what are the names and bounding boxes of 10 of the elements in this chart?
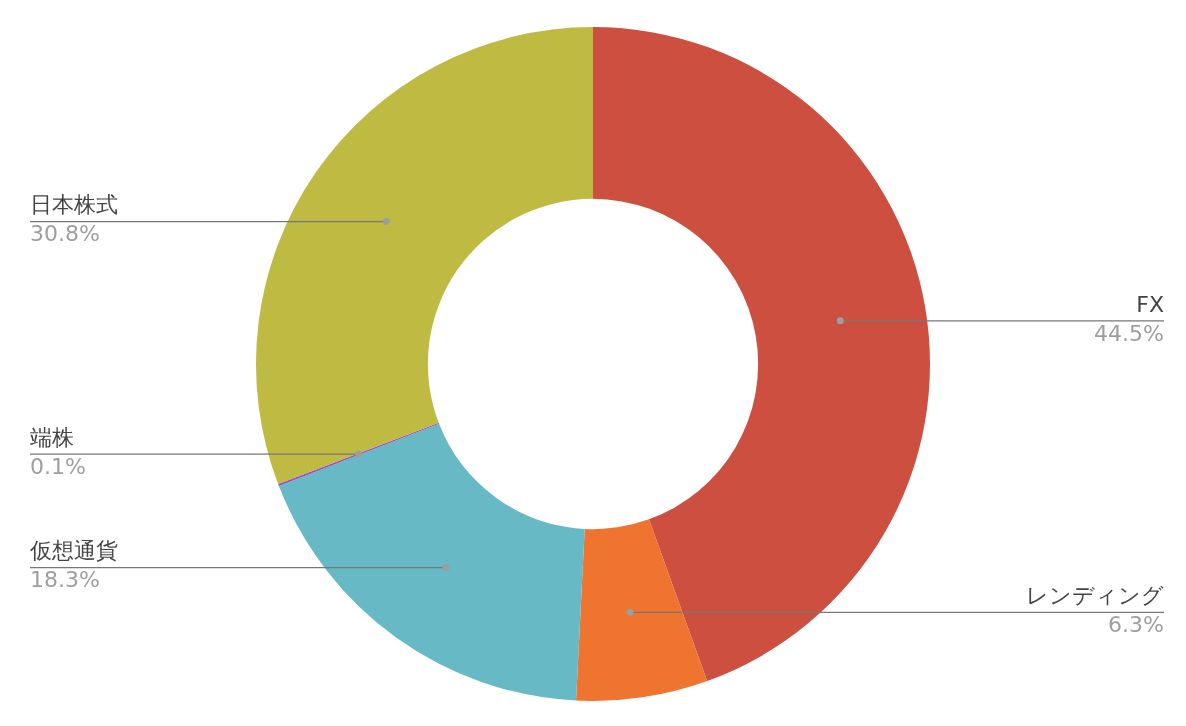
data-label: 30.8%: [30, 221, 100, 247]
slice-label: 端株: [30, 424, 74, 450]
data-label: 6.3%: [1108, 612, 1164, 638]
data-label: 18.3%: [30, 567, 100, 593]
slice-label: レンディング: [1026, 583, 1164, 609]
slice-label: 日本株式: [30, 192, 118, 218]
data-label: 44.5%: [1094, 320, 1164, 346]
slice-label: 仮想通貨: [29, 538, 118, 564]
data-label: 0.1%: [30, 453, 86, 479]
slice-label: FX: [1136, 291, 1164, 317]
